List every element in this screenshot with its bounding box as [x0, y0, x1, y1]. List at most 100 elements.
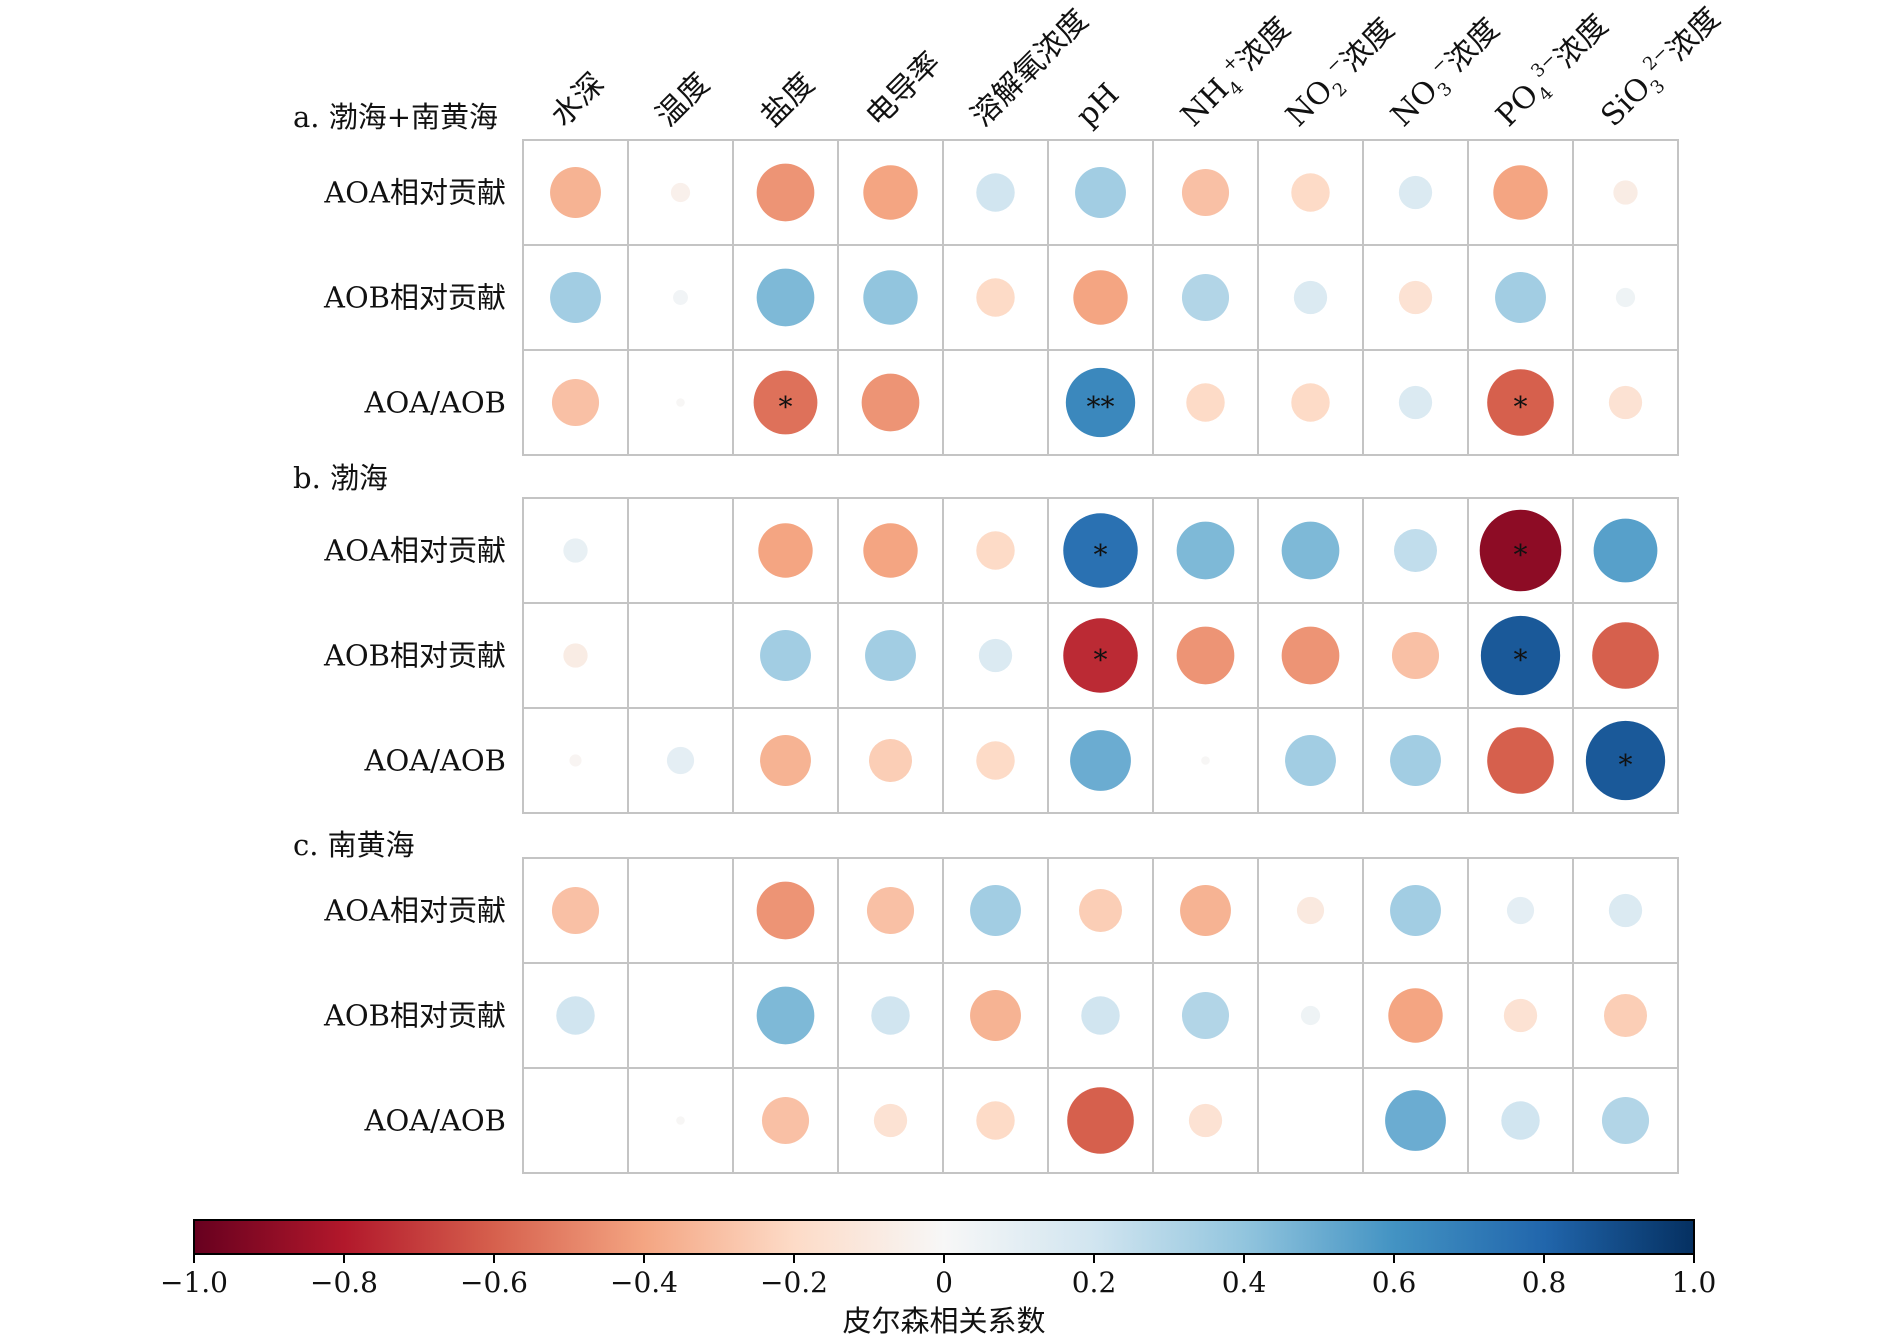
- row-label: AOB相对贡献: [323, 639, 506, 673]
- panel-title: b. 渤海: [293, 461, 388, 495]
- significance-mark: *: [1514, 644, 1528, 677]
- correlation-circle: [556, 996, 595, 1035]
- correlation-circle: [676, 1116, 685, 1125]
- correlation-circle: [1291, 383, 1330, 422]
- grid-cell: [1257, 1067, 1364, 1174]
- correlation-circle: [1394, 529, 1437, 572]
- colorbar-tick-label: 0.4: [1222, 1266, 1267, 1299]
- significance-mark: **: [1087, 391, 1115, 424]
- correlation-circle: [1300, 1005, 1321, 1026]
- colorbar-tick-label: 0.8: [1522, 1266, 1567, 1299]
- grid-cell: [627, 497, 734, 604]
- correlation-circle: [569, 754, 582, 767]
- correlation-circle: [1067, 1087, 1134, 1154]
- correlation-circle: [760, 630, 811, 681]
- colorbar-tick-label: 0.2: [1072, 1266, 1117, 1299]
- correlation-circle: [1398, 175, 1433, 210]
- correlation-circle: [970, 990, 1021, 1041]
- panel: b. 渤海 AOA相对贡献 * * AOB相对贡献 * * AOA/AOB *: [293, 461, 1679, 814]
- correlation-circle: [1479, 509, 1562, 592]
- grid-cell: [1572, 1067, 1679, 1174]
- correlation-circle: [863, 523, 918, 578]
- row-label: AOA相对贡献: [323, 534, 506, 568]
- panel-title: a. 渤海+南黄海: [293, 100, 498, 134]
- correlation-circle: [873, 1103, 908, 1138]
- correlation-circle: [1063, 513, 1138, 588]
- correlation-circle: [1604, 994, 1647, 1037]
- correlation-circle: [1487, 369, 1554, 436]
- correlation-circle: [863, 270, 918, 325]
- significance-mark: *: [779, 391, 793, 424]
- correlation-circle: [1176, 521, 1235, 580]
- correlation-circle: [1615, 287, 1636, 308]
- colorbar-tick-label: 1.0: [1672, 1266, 1717, 1299]
- significance-mark: *: [1619, 749, 1633, 782]
- correlation-circle: [563, 538, 588, 563]
- grid-cell: [522, 1067, 629, 1174]
- correlation-circle: [1493, 165, 1548, 220]
- correlation-circle: [871, 996, 910, 1035]
- correlation-circle: [976, 278, 1015, 317]
- correlation-circle: [1079, 889, 1122, 932]
- colorbar-tick-label: 0: [935, 1266, 953, 1299]
- correlation-circle: [976, 531, 1015, 570]
- correlation-circle: [976, 1101, 1015, 1140]
- correlation-circle: [1296, 896, 1325, 925]
- column-label: 电导率: [859, 45, 947, 133]
- column-label: 水深: [544, 66, 611, 133]
- column-label: pH: [1069, 77, 1126, 134]
- colorbar-tick-label: −0.6: [460, 1266, 528, 1299]
- correlation-circle: [1390, 885, 1441, 936]
- correlation-circle: [758, 523, 813, 578]
- correlation-circle: [1281, 521, 1340, 580]
- column-label: 温度: [649, 66, 716, 133]
- correlation-circle: [563, 643, 588, 668]
- correlation-circle: [1398, 385, 1433, 420]
- colorbar: −1.0 −0.8 −0.6 −0.4 −0.2 0 0.2 0.4 0.6 0.8 1.0 皮尔森相…: [160, 1219, 1717, 1335]
- row-label: AOB相对贡献: [323, 281, 506, 315]
- correlation-circle: [551, 886, 600, 935]
- column-label: PO43−浓度: [1487, 6, 1618, 137]
- correlation-circle: [1186, 383, 1225, 422]
- correlation-circle: [753, 370, 818, 435]
- column-label: NO3−浓度: [1382, 10, 1510, 138]
- correlation-circle: [976, 741, 1015, 780]
- significance-mark: *: [1514, 539, 1528, 572]
- correlation-circle: [869, 739, 912, 782]
- row-label: AOA/AOB: [364, 744, 506, 778]
- correlation-circle: [1180, 885, 1231, 936]
- correlation-circle: [760, 735, 811, 786]
- grid-cell: [627, 602, 734, 709]
- row-label: AOA相对贡献: [323, 894, 506, 928]
- correlation-circle: [1065, 367, 1136, 438]
- correlation-circle: [1398, 280, 1433, 315]
- correlation-circle: [1503, 998, 1538, 1033]
- correlation-circle: [1181, 991, 1230, 1040]
- grid-cell: [627, 962, 734, 1069]
- correlation-circle: [1592, 622, 1659, 689]
- correlation-circle: [866, 886, 915, 935]
- correlation-circle: [1063, 618, 1138, 693]
- correlation-circle: [1593, 518, 1658, 583]
- correlation-circle: [550, 272, 601, 323]
- correlation-circle: [550, 167, 601, 218]
- correlation-circle: [1081, 996, 1120, 1035]
- correlation-circle: [676, 398, 685, 407]
- colorbar-tick-label: 0.6: [1372, 1266, 1417, 1299]
- colorbar-tick-label: −0.8: [310, 1266, 378, 1299]
- correlation-circle: [1291, 173, 1330, 212]
- correlation-circle: [1608, 893, 1643, 928]
- correlation-circle: [1613, 180, 1638, 205]
- correlation-circle: [1285, 735, 1336, 786]
- significance-mark: *: [1094, 644, 1108, 677]
- significance-mark: *: [1514, 391, 1528, 424]
- correlation-circle: [1487, 727, 1554, 794]
- colorbar-title: 皮尔森相关系数: [842, 1304, 1045, 1335]
- column-label: NH4+浓度: [1172, 9, 1301, 138]
- correlation-circle: [865, 630, 916, 681]
- row-label: AOB相对贡献: [323, 999, 506, 1033]
- correlation-circle: [670, 182, 691, 203]
- correlation-circle: [1388, 988, 1443, 1043]
